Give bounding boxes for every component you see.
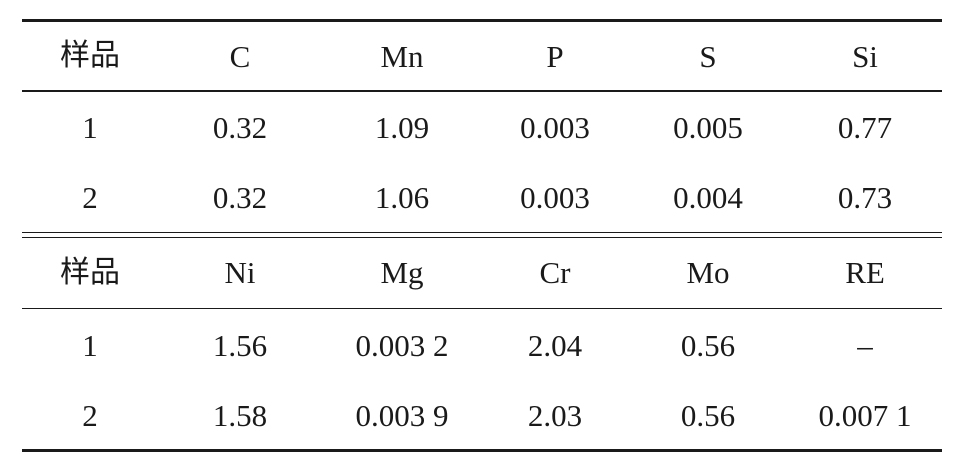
value-cell: 0.73	[837, 180, 893, 215]
composition-table: 样品 C Mn P S Si 1 0.32 1.09 0.003 0.005 0…	[22, 19, 942, 452]
header-row-1: 样品 C Mn P S Si	[22, 22, 942, 90]
bottom-rule	[22, 449, 942, 452]
header-cell-s: S	[699, 38, 717, 74]
header-cell-sample: 样品	[60, 38, 120, 73]
header-cell-c: C	[229, 38, 251, 74]
value-cell: 0.004	[673, 180, 743, 215]
section-divider-rule	[22, 231, 942, 238]
value-cell: 0.56	[680, 397, 736, 433]
header-row-2: 样品 Ni Mg Cr Mo RE	[22, 238, 942, 308]
table-row: 2 1.58 0.003 9 2.03 0.56 0.007 1	[22, 381, 942, 449]
header-cell-ni: Ni	[224, 255, 256, 290]
header-cell-si: Si	[852, 38, 878, 74]
header-cell-mo: Mo	[686, 255, 730, 290]
value-cell: 1.09	[374, 110, 430, 145]
value-cell: 0.003	[520, 110, 590, 145]
sample-cell: 1	[82, 327, 98, 363]
value-cell: 0.005	[673, 110, 743, 145]
header-cell-mg: Mg	[380, 255, 424, 290]
value-cell: 2.03	[527, 397, 583, 433]
table-row: 2 0.32 1.06 0.003 0.004 0.73	[22, 164, 942, 232]
header-rule-1	[22, 90, 942, 92]
value-cell: 1.06	[374, 180, 430, 215]
value-cell: 1.56	[212, 327, 268, 363]
sample-cell: 2	[82, 180, 98, 215]
header-cell-re: RE	[845, 255, 885, 290]
table-row: 1 0.32 1.09 0.003 0.005 0.77	[22, 92, 942, 164]
header-cell-cr: Cr	[539, 255, 571, 290]
value-cell: 0.003	[520, 180, 590, 215]
value-cell: 2.04	[527, 327, 583, 363]
value-cell: 0.007 1	[818, 397, 912, 433]
table-row: 1 1.56 0.003 2 2.04 0.56 –	[22, 309, 942, 381]
value-cell: 0.77	[837, 110, 893, 145]
header-cell-sample: 样品	[60, 254, 120, 290]
value-cell: 1.58	[212, 397, 268, 433]
sample-cell: 1	[82, 110, 98, 145]
header-cell-p: P	[546, 38, 564, 74]
value-cell: 0.003 9	[355, 397, 449, 433]
value-cell: –	[857, 327, 873, 363]
sample-cell: 2	[82, 397, 98, 433]
top-rule	[22, 19, 942, 22]
header-cell-mn: Mn	[380, 38, 424, 74]
value-cell: 0.32	[212, 180, 268, 215]
value-cell: 0.56	[680, 327, 736, 363]
header-rule-2	[22, 307, 942, 309]
value-cell: 0.32	[212, 110, 268, 145]
value-cell: 0.003 2	[355, 327, 449, 363]
